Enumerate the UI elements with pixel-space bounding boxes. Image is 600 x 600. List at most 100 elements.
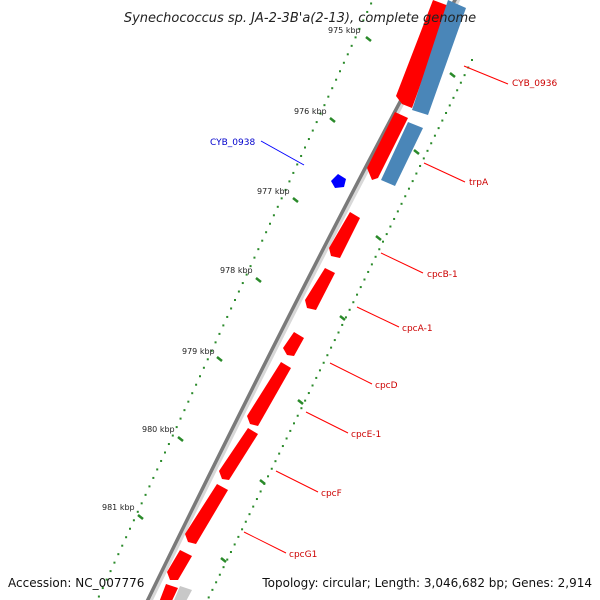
tick-dot [253,256,256,259]
tick-dot [370,263,373,266]
tick-dot [281,445,284,448]
tick-dot [366,10,369,13]
gene-label-cpcb1[interactable]: cpcB-1 [427,270,458,280]
tick-dot [327,95,330,98]
gene-arrows [158,0,466,600]
tick-dot [456,89,459,92]
tick-dot [396,210,399,213]
gene-arrow-cyb0936-reverse[interactable] [412,0,466,115]
tick-dot [300,407,303,410]
tick-dot [350,44,353,47]
gene-arrow-cpcd[interactable] [283,332,304,356]
topology-text: Topology: circular; Length: 3,046,682 bp… [261,576,592,590]
tick-dot [296,414,299,417]
tick-dot [404,195,407,198]
tick-dot [265,231,268,234]
tick-dot [270,467,273,470]
tick-dot [167,443,170,446]
major-tick [365,36,372,42]
tick-dot [278,452,281,455]
tick-dot [117,553,120,556]
tick-dot [322,361,325,364]
major-tick [177,436,184,442]
gene-marker-cyb0938[interactable] [331,174,346,188]
gene-label-cyb0938[interactable]: CYB_0938 [210,138,255,148]
tick-dot [109,570,112,573]
kbp-label-978: 978 kbp [220,266,253,275]
gene-label-cpce1[interactable]: cpcE-1 [351,430,381,440]
gene-arrow-cpcf[interactable] [219,428,258,480]
tick-dot [280,197,283,200]
tick-dot [319,112,322,115]
gene-label-cpcf[interactable]: cpcF [321,489,342,499]
tick-dot [252,505,255,508]
tick-dot [415,172,418,175]
tick-dot [226,315,229,318]
tick-dot [307,392,310,395]
tick-dot [215,581,218,584]
tick-dot [199,375,201,378]
tick-dot [171,434,174,437]
gene-arrow-bottom[interactable] [158,584,178,600]
tick-dot [385,233,388,236]
tick-dot [226,558,229,561]
tick-dot [267,475,270,478]
major-tick [339,315,346,321]
major-tick [259,479,266,485]
gene-label-cpca1[interactable]: cpcA-1 [402,324,433,334]
major-tick [297,399,304,405]
tick-dot [378,248,381,251]
tick-dot [407,187,410,190]
tick-dot [341,323,344,326]
tick-dot [191,392,194,395]
gene-label-cpcg1[interactable]: cpcG1 [289,550,317,560]
tick-marks [97,2,473,599]
tick-dot [348,308,351,311]
tick-dot [362,19,365,22]
tick-dot [433,134,436,137]
tick-dot [222,566,225,569]
tick-dot [121,544,124,547]
tick-dot [437,127,440,130]
gene-arrow-cyb0936[interactable] [396,0,449,108]
tick-dot [426,149,429,152]
tick-dot [164,451,166,454]
tick-dot [245,273,248,276]
tick-dot [101,587,104,590]
tick-dot [249,265,252,268]
tick-dot [195,383,198,386]
gene-label-cpcd[interactable]: cpcD [375,381,398,391]
tick-dot [144,493,147,496]
tick-dot [315,376,318,379]
tick-dot [400,202,403,205]
gene-arrow-trpa-reverse[interactable] [381,122,423,186]
gene-label-trpa[interactable]: trpA [469,178,489,188]
tick-dot [326,354,329,357]
gene-label-cyb0936[interactable]: CYB_0936 [512,79,557,89]
gene-arrow-grey[interactable] [172,586,192,600]
gene-arrow-trpa[interactable] [367,112,408,180]
gene-arrow-next[interactable] [167,550,192,580]
tick-dot [370,2,373,5]
major-tick [413,149,420,155]
tick-dot [441,119,444,122]
tick-dot [354,36,357,39]
tick-dot [237,535,240,538]
tick-dot [183,409,186,412]
tick-dot [315,121,318,124]
major-tick [255,277,262,283]
gene-arrow-cpca1[interactable] [305,268,335,310]
tick-dot [152,476,155,479]
tick-dot [207,596,210,599]
tick-dot [293,422,295,425]
tick-dot [304,146,306,149]
tick-dot [393,217,396,220]
gene-arrow-cpce1[interactable] [247,362,291,426]
tick-dot [244,520,247,523]
tick-dot [374,255,377,258]
gene-arrow-cpcb1[interactable] [329,212,360,258]
tick-dot [311,384,314,387]
tick-dot [307,138,310,141]
gene-arrow-cpcg1[interactable] [185,484,228,544]
tick-dot [259,490,262,493]
